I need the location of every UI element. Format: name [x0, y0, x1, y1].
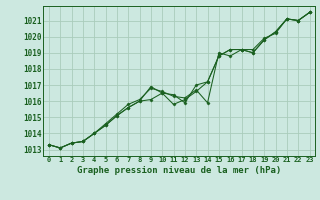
X-axis label: Graphe pression niveau de la mer (hPa): Graphe pression niveau de la mer (hPa): [77, 166, 281, 175]
